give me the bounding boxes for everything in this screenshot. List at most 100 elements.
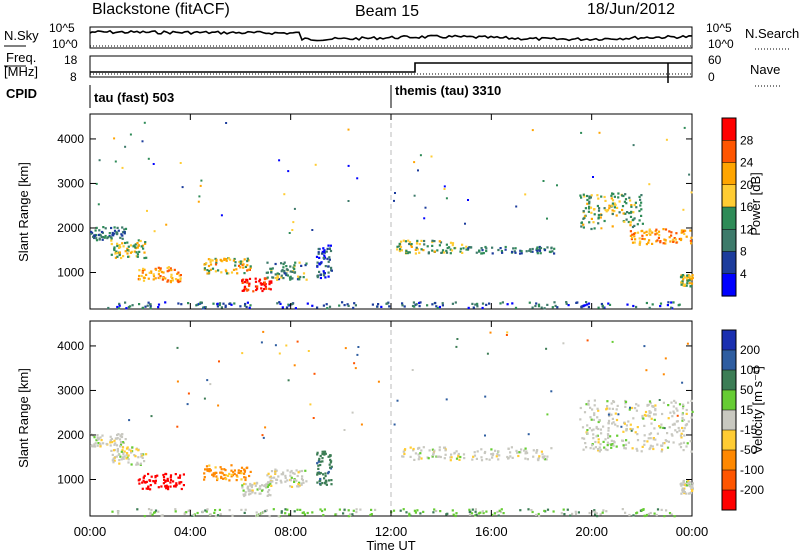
scatter-cell (170, 269, 173, 272)
scatter-cell (515, 449, 518, 452)
scatter-cell (215, 475, 218, 478)
scatter-cell (436, 306, 439, 310)
scatter-cell (666, 432, 669, 435)
scatter-cell (590, 418, 593, 421)
scatter-cell (660, 450, 663, 453)
scatter-cell (416, 509, 419, 512)
cpid-program-2: themis (tau) 3310 (395, 83, 501, 98)
scatter-cell (516, 451, 519, 454)
scatter-cell (535, 302, 538, 305)
scatter-cell (149, 303, 152, 306)
scatter-cell (152, 278, 155, 281)
scatter-cell (353, 362, 356, 365)
scatter-cell (355, 508, 358, 511)
scatter-cell (138, 482, 141, 485)
scatter-cell (289, 479, 292, 482)
scatter-cell (414, 248, 417, 251)
scatter-cell (283, 193, 286, 196)
scatter-cell (396, 248, 399, 251)
scatter-cell (685, 408, 688, 412)
scatter-cell (242, 489, 245, 492)
scatter-cell (143, 268, 146, 271)
scatter-cell (527, 433, 530, 436)
scatter-cell (205, 465, 209, 468)
scatter-cell (413, 161, 416, 164)
scatter-cell (468, 508, 471, 511)
scatter-cell (615, 214, 618, 217)
scatter-cell (595, 425, 598, 429)
scatter-cell (538, 249, 542, 252)
scatter-cell (94, 234, 97, 237)
scatter-cell (482, 512, 485, 515)
scatter-cell (159, 275, 162, 278)
scatter-cell (686, 484, 689, 487)
scatter-cell (485, 247, 488, 250)
velocity-scatter (90, 330, 694, 518)
scatter-cell (476, 305, 479, 308)
scatter-cell (632, 144, 635, 147)
scatter-cell (123, 455, 126, 458)
scatter-cell (511, 456, 514, 459)
scatter-cell (450, 453, 453, 456)
scatter-cell (328, 305, 332, 308)
scatter-cell (499, 302, 502, 305)
scatter-cell (587, 207, 591, 210)
scatter-cell (300, 264, 303, 267)
scatter-cell (680, 281, 683, 284)
scatter-cell (455, 457, 459, 460)
scatter-cell (192, 514, 195, 517)
scatter-cell (120, 433, 123, 436)
scatter-cell (480, 459, 484, 462)
scatter-cell (606, 441, 609, 444)
scatter-cell (260, 489, 264, 492)
scatter-cell (686, 342, 689, 345)
scatter-cell (245, 278, 248, 281)
colorbar-swatch (722, 410, 736, 431)
scatter-cell (276, 272, 279, 275)
scatter-cell (681, 419, 684, 422)
scatter-cell (326, 257, 329, 260)
scatter-cell (323, 453, 326, 456)
scatter-cell (562, 508, 565, 511)
scatter-cell (260, 283, 263, 286)
scatter-cell (121, 449, 124, 452)
scatter-cell (623, 422, 626, 425)
scatter-cell (685, 423, 688, 426)
scatter-cell (241, 289, 244, 292)
scatter-cell (322, 473, 325, 476)
scatter-cell (566, 508, 569, 511)
scatter-cell (220, 468, 223, 471)
cpid-program-1: tau (fast) 503 (94, 90, 174, 105)
scatter-cell (187, 302, 190, 305)
scatter-cell (497, 248, 500, 252)
scatter-cell (121, 441, 125, 444)
scatter-cell (156, 474, 159, 477)
scatter-cell (524, 193, 527, 196)
scatter-cell (595, 427, 598, 430)
scatter-cell (414, 252, 417, 255)
scatter-cell (491, 454, 494, 457)
scatter-cell (251, 483, 254, 487)
scatter-cell (653, 512, 656, 515)
scatter-cell (269, 494, 272, 497)
scatter-cell (169, 476, 172, 479)
scatter-cell (113, 248, 116, 251)
scatter-cell (146, 304, 149, 307)
scatter-cell (118, 253, 121, 257)
scatter-cell (216, 514, 220, 517)
scatter-cell (180, 303, 183, 306)
scatter-cell (273, 476, 276, 479)
scatter-cell (254, 492, 257, 495)
scatter-cell (643, 443, 646, 446)
scatter-cell (636, 223, 639, 226)
scatter-cell (685, 235, 688, 238)
colorbar-tick-label: 4 (740, 267, 747, 281)
scatter-cell (154, 479, 157, 482)
scatter-cell (166, 280, 169, 283)
scatter-cell (293, 271, 296, 274)
scatter-cell (538, 515, 541, 518)
scatter-cell (90, 230, 93, 233)
scatter-cell (162, 482, 165, 485)
scatter-cell (683, 487, 686, 490)
scatter-cell (656, 443, 659, 446)
